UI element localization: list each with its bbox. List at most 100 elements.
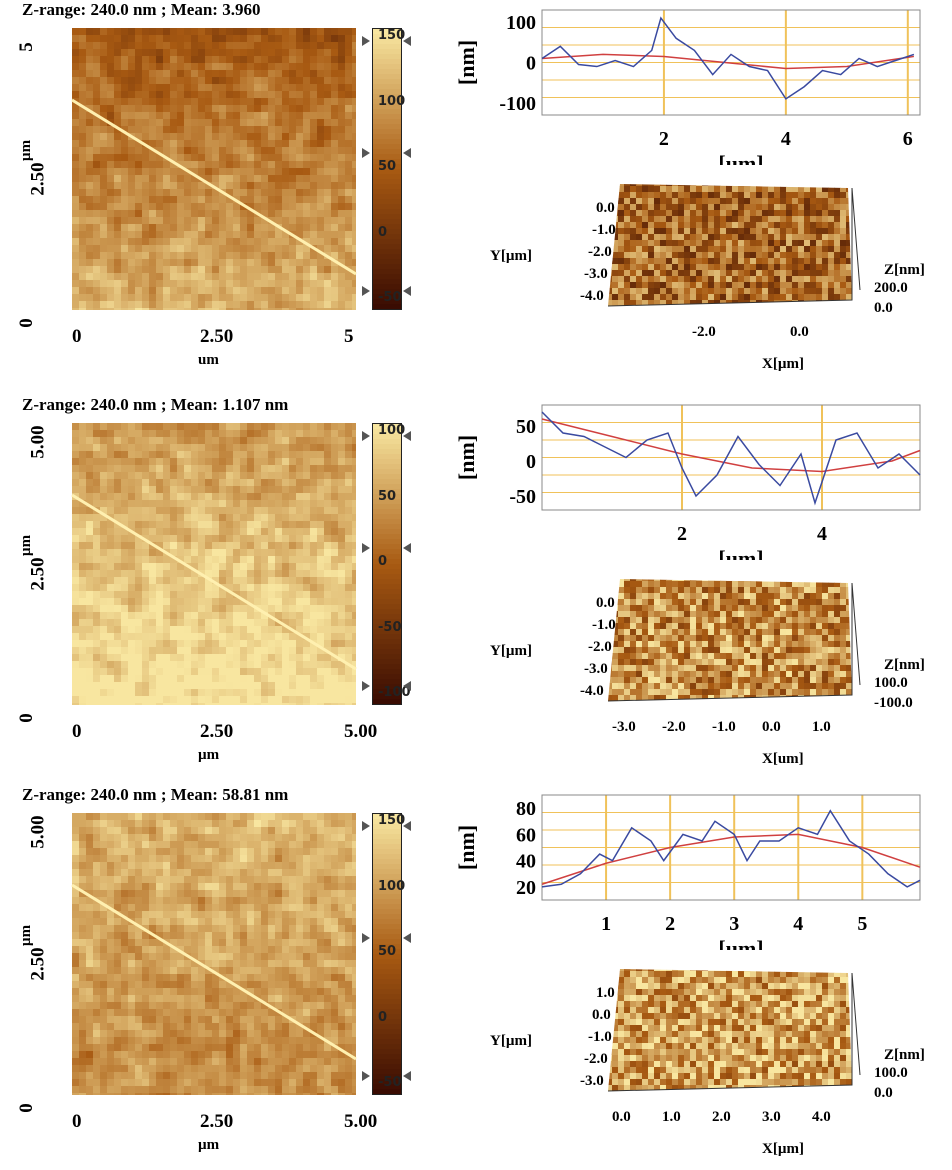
3d-y-tick-label: -2.0	[588, 244, 612, 261]
colorbar-marker-icon	[362, 1071, 370, 1081]
3d-z-tick-label: 0.0	[874, 300, 893, 317]
map-x-tick-label: 5.00	[344, 1111, 377, 1133]
3d-surface-plot	[470, 170, 950, 385]
colorbar-marker-icon	[403, 148, 411, 158]
map-x-tick-label: 5.00	[344, 721, 377, 743]
3d-x-tick-label: 1.0	[812, 719, 831, 736]
colorbar-marker-icon	[403, 286, 411, 296]
profile-x-tick-label: 2	[659, 128, 669, 150]
colorbar-tick-label: 50	[378, 944, 396, 959]
3d-x-axis-label: X[µm]	[762, 356, 804, 373]
profile-y-tick-label: 80	[516, 798, 536, 820]
map-y-unit: µm	[18, 925, 35, 946]
3d-z-tick-label: -100.0	[874, 695, 913, 712]
map-y-unit: µm	[18, 140, 35, 161]
3d-y-tick-label: -2.0	[584, 1051, 608, 1068]
profile-y-unit: [nm]	[454, 825, 479, 870]
map-y-tick-label: 0	[16, 713, 38, 723]
3d-z-tick-label: 200.0	[874, 280, 908, 297]
colorbar-tick-label: 100	[378, 879, 405, 894]
profile-y-tick-label: 50	[516, 416, 536, 438]
3d-x-tick-label: 4.0	[812, 1109, 831, 1126]
colorbar-marker-icon	[403, 543, 411, 553]
3d-x-tick-label: -2.0	[662, 719, 686, 736]
map-x-tick-label: 0	[72, 1111, 82, 1133]
map-x-unit: um	[198, 352, 219, 369]
profile-y-tick-label: 0	[526, 451, 536, 473]
profile-x-tick-label: 4	[817, 523, 827, 545]
colorbar-marker-icon	[362, 933, 370, 943]
z-range-label: Z-range: 240.0 nm ; Mean: 1.107 nm	[22, 395, 288, 415]
map-y-tick-label: 0	[16, 318, 38, 328]
3d-z-axis-label: Z[nm]	[884, 262, 925, 279]
colorbar-tick-label: 0	[378, 225, 387, 240]
3d-z-axis-label: Z[nm]	[884, 1047, 925, 1064]
map-x-tick-label: 2.50	[200, 326, 233, 348]
map-y-tick-label: 0	[16, 1103, 38, 1113]
map-y-tick-label: 2.50	[28, 557, 50, 590]
3d-y-tick-label: 0.0	[596, 200, 615, 217]
colorbar-marker-icon	[362, 148, 370, 158]
3d-y-tick-label: -3.0	[580, 1073, 604, 1090]
profile-y-tick-label: 100	[506, 12, 536, 34]
3d-y-axis-label: Y[µm]	[490, 643, 532, 660]
profile-x-tick-label: 3	[729, 913, 739, 935]
3d-y-tick-label: -1.0	[592, 222, 616, 239]
3d-y-tick-label: 0.0	[596, 595, 615, 612]
profile-x-tick-label: 2	[677, 523, 687, 545]
map-y-tick-label: 5.00	[28, 815, 50, 848]
3d-y-tick-label: 0.0	[592, 1007, 611, 1024]
profile-y-tick-label: 40	[516, 851, 536, 873]
colorbar-tick-label: 150	[378, 28, 405, 43]
3d-surface-texture	[606, 180, 859, 313]
colorbar-marker-icon	[362, 681, 370, 691]
colorbar-tick-label: 50	[378, 489, 396, 504]
map-y-unit: µm	[18, 535, 35, 556]
colorbar-tick-label: 100	[378, 423, 405, 438]
colorbar-tick-label: 0	[378, 554, 387, 569]
profile-y-tick-label: 60	[516, 824, 536, 846]
afm-panel-2: Z-range: 240.0 nm ; Mean: 1.107 nm 100 50 0…	[0, 395, 952, 777]
map-y-tick-label: 2.50	[28, 162, 50, 195]
profile-y-unit: [nm]	[454, 435, 479, 480]
3d-x-tick-label: -1.0	[712, 719, 736, 736]
profile-fit-curve	[542, 419, 920, 472]
profile-x-tick-label: 2	[665, 913, 675, 935]
map-y-tick-label: 5.00	[28, 425, 50, 458]
3d-x-tick-label: 1.0	[662, 1109, 681, 1126]
map-x-unit: µm	[198, 747, 219, 764]
colorbar-marker-icon	[403, 431, 411, 441]
colorbar-marker-icon	[362, 543, 370, 553]
3d-y-tick-label: -3.0	[584, 266, 608, 283]
colorbar-tick-label: -50	[378, 1075, 402, 1090]
3d-x-tick-label: -2.0	[692, 324, 716, 341]
profile-y-tick-label: -50	[509, 486, 536, 508]
3d-y-tick-label: -3.0	[584, 661, 608, 678]
map-y-tick-label: 2.50	[28, 947, 50, 980]
profile-x-tick-label: 1	[601, 913, 611, 935]
scan-line	[72, 813, 356, 1095]
profile-x-tick-label: 6	[903, 128, 913, 150]
colorbar-marker-icon	[403, 36, 411, 46]
profile-measured-line	[542, 18, 914, 99]
map-x-tick-label: 5	[344, 326, 354, 348]
profile-x-tick-label: 5	[857, 913, 867, 935]
scan-line	[72, 423, 356, 705]
colorbar-marker-icon	[403, 1071, 411, 1081]
colorbar-marker-icon	[362, 36, 370, 46]
profile-y-tick-label: 0	[526, 53, 536, 75]
3d-x-tick-label: 2.0	[712, 1109, 731, 1126]
3d-y-tick-label: -2.0	[588, 639, 612, 656]
profile-y-unit: [nm]	[454, 40, 479, 85]
colorbar-marker-icon	[403, 821, 411, 831]
3d-x-tick-label: 0.0	[762, 719, 781, 736]
3d-surface-texture	[606, 965, 859, 1098]
colorbar-marker-icon	[362, 431, 370, 441]
colorbar-tick-label: 50	[378, 159, 396, 174]
3d-surface-plot	[470, 955, 950, 1170]
colorbar-tick-label: 150	[378, 813, 405, 828]
